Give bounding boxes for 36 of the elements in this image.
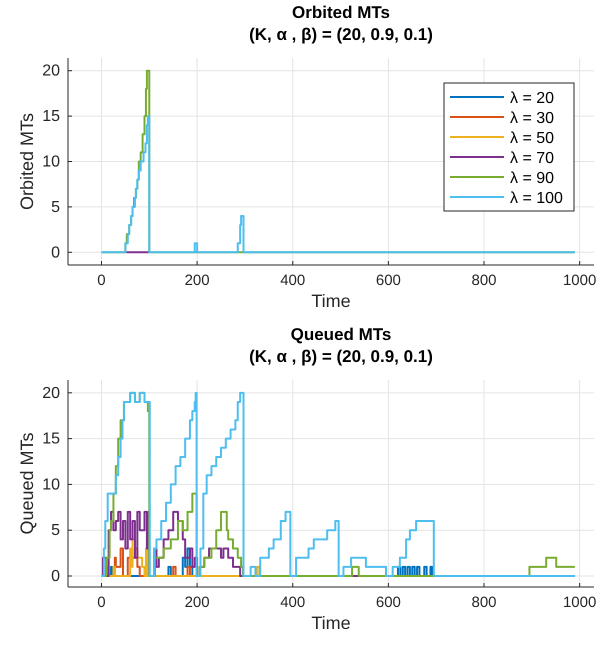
chart-subtitle: (K, α , β) = (20, 0.9, 0.1) [249,347,433,366]
legend-label: λ = 70 [510,150,554,167]
legend-label: λ = 20 [510,90,554,107]
y-tick-label: 15 [42,108,60,126]
x-tick-label: 400 [280,594,306,611]
legend-label: λ = 90 [510,170,554,187]
legend-label: λ = 30 [510,110,554,127]
x-tick-label: 800 [472,272,497,289]
legend-label: λ = 50 [510,130,554,147]
y-tick-label: 0 [51,568,60,586]
y-tick-label: 20 [42,62,60,80]
x-tick-label: 200 [184,272,210,289]
chart-title: Orbited MTs [292,3,390,22]
legend-label: λ = 100 [510,190,564,207]
x-tick-label: 1000 [562,272,596,289]
x-tick-label: 0 [97,272,106,289]
x-axis-title: Time [311,613,351,633]
y-tick-label: 10 [42,154,60,170]
x-tick-label: 600 [376,272,401,289]
x-axis-title: Time [311,291,351,311]
y-tick-label: 20 [42,384,60,402]
chart-subtitle: (K, α , β) = (20, 0.9, 0.1) [249,25,433,44]
x-tick-label: 600 [376,594,401,611]
y-axis-title: Queued MTs [17,432,37,535]
x-tick-label: 1000 [562,594,596,611]
x-tick-label: 400 [280,272,306,289]
y-axis-title: Orbited MTs [17,112,37,210]
x-tick-label: 0 [97,594,106,611]
chart-title: Queued MTs [290,325,392,344]
y-tick-label: 5 [51,198,60,216]
y-tick-label: 5 [51,522,60,540]
y-tick-label: 15 [42,430,60,448]
x-tick-label: 200 [184,594,210,611]
y-tick-label: 10 [42,476,60,494]
x-tick-label: 800 [472,594,497,611]
y-tick-label: 0 [51,244,60,262]
